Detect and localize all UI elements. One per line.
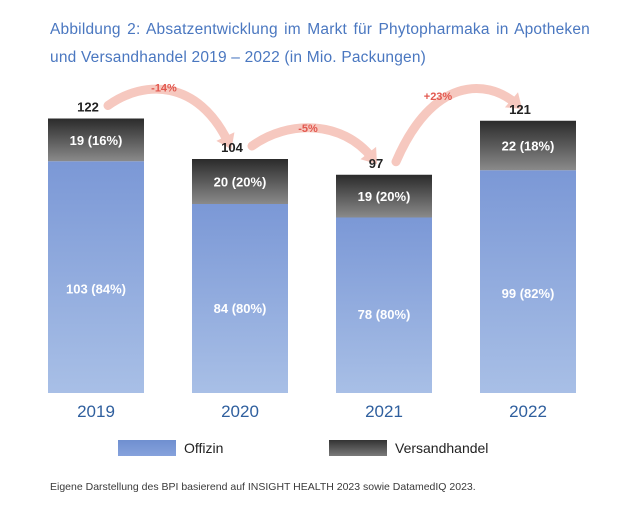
data-label-offizin-2022: 99 (82%): [502, 286, 555, 301]
bar-offizin-2021: [336, 217, 432, 393]
data-label-offizin-2019: 103 (84%): [66, 282, 126, 297]
change-label-2020-2021: -5%: [298, 123, 318, 135]
change-arrow-2021-2022: [391, 83, 521, 167]
x-tick-label-2020: 2020: [221, 402, 259, 421]
change-arrow-2020-2021: [247, 123, 377, 163]
bar-versandhandel-2021: [336, 174, 432, 218]
total-label-2020: 104: [221, 140, 243, 155]
data-label-versandhandel-2019: 19 (16%): [70, 133, 123, 148]
source-note: Eigene Darstellung des BPI basierend auf…: [50, 481, 476, 493]
change-arrowhead-2020-2021: [360, 146, 377, 165]
x-tick-label-2019: 2019: [77, 402, 115, 421]
total-label-2022: 121: [509, 102, 531, 117]
change-label-2021-2022: +23%: [424, 91, 453, 103]
change-arrowhead-2019-2020: [216, 132, 235, 150]
bar-offizin-2019: [48, 161, 144, 393]
bar-offizin-2022: [480, 170, 576, 393]
x-tick-label-2021: 2021: [365, 402, 403, 421]
data-label-offizin-2020: 84 (80%): [214, 301, 267, 316]
legend-label-offizin: Offizin: [184, 440, 223, 456]
change-arrowhead-2021-2022: [504, 92, 523, 109]
legend-swatch-versandhandel: [329, 440, 387, 456]
bar-versandhandel-2019: [48, 118, 144, 162]
data-label-offizin-2021: 78 (80%): [358, 307, 411, 322]
data-label-versandhandel-2020: 20 (20%): [214, 175, 267, 190]
change-label-2019-2020: -14%: [151, 83, 177, 95]
x-tick-label-2022: 2022: [509, 402, 547, 421]
change-arrow-2019-2020: [103, 84, 233, 147]
data-label-versandhandel-2021: 19 (20%): [358, 189, 411, 204]
bar-versandhandel-2022: [480, 120, 576, 171]
legend-swatch-offizin: [118, 440, 176, 456]
legend-label-versandhandel: Versandhandel: [395, 440, 488, 456]
bar-offizin-2020: [192, 204, 288, 393]
chart-title: Abbildung 2: Absatzentwicklung im Markt …: [50, 21, 590, 66]
total-label-2019: 122: [77, 100, 99, 115]
bar-versandhandel-2020: [192, 159, 288, 204]
data-label-versandhandel-2022: 22 (18%): [502, 139, 555, 154]
total-label-2021: 97: [369, 156, 383, 171]
